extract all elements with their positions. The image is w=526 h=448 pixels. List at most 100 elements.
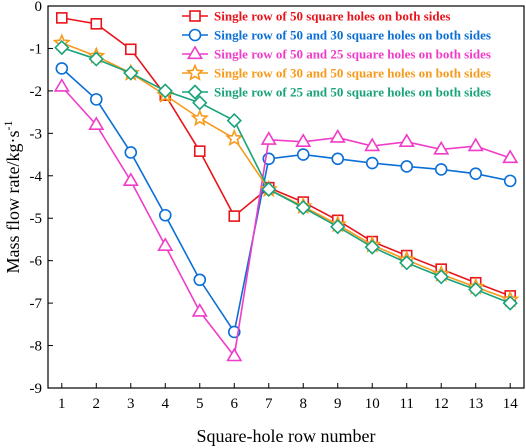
data-point-marker: [329, 128, 346, 143]
data-point-marker: [226, 347, 243, 362]
y-tick-label: 0: [35, 0, 43, 15]
data-point-marker: [190, 108, 209, 127]
x-tick-label: 11: [399, 396, 413, 412]
x-tick-label: 6: [231, 396, 239, 412]
data-point-marker: [193, 273, 207, 287]
data-point-marker: [193, 145, 206, 157]
y-tick-label: -4: [30, 169, 43, 185]
y-tick-label: -8: [30, 339, 43, 355]
legend-label: Single row of 50 and 25 square holes on …: [214, 47, 491, 62]
y-tick-label: -7: [30, 296, 43, 312]
data-point-marker: [187, 84, 203, 100]
legend-label: Single row of 50 and 30 square holes on …: [214, 28, 491, 43]
data-point-marker: [55, 62, 69, 75]
x-tick-label: 9: [334, 396, 342, 412]
data-point-marker: [54, 39, 70, 56]
data-point-marker: [433, 269, 449, 285]
data-point-marker: [330, 219, 346, 235]
data-point-marker: [53, 78, 70, 92]
data-point-marker: [295, 133, 312, 147]
x-tick-label: 12: [434, 396, 449, 412]
series-2: [55, 62, 517, 339]
data-point-marker: [157, 237, 174, 251]
data-point-marker: [433, 140, 450, 155]
series-3: [53, 78, 519, 362]
data-point-marker: [158, 208, 172, 222]
x-tick-label: 5: [196, 396, 204, 412]
y-axis-title: Mass flow rate/kg·s-1: [1, 121, 23, 274]
data-point-marker: [225, 128, 244, 147]
legend-item: Single row of 25 and 50 square holes on …: [182, 84, 491, 100]
y-tick-label: -2: [30, 84, 43, 100]
data-point-marker: [124, 43, 137, 56]
data-point-marker: [399, 255, 415, 271]
plot-frame: [47, 5, 525, 389]
y-tick-label: -6: [30, 254, 43, 270]
data-point-marker: [364, 239, 380, 255]
series-line: [61, 86, 511, 359]
data-point-marker: [364, 137, 381, 152]
data-point-marker: [123, 65, 139, 81]
x-tick-label: 13: [468, 396, 483, 412]
data-point-marker: [503, 174, 517, 188]
x-tick-label: 2: [93, 396, 101, 412]
data-point-marker: [502, 149, 519, 164]
data-point-marker: [192, 95, 208, 111]
x-axis-title: Square-hole row number: [197, 426, 376, 446]
series-layer: [52, 12, 520, 362]
x-tick-label: 4: [162, 396, 170, 412]
data-point-marker: [261, 181, 277, 197]
x-tick-label: 1: [58, 396, 66, 412]
legend-label: Single row of 25 and 50 square holes on …: [214, 85, 491, 100]
data-point-marker: [228, 210, 241, 222]
series-line: [61, 46, 511, 304]
legend: Single row of 50 square holes on both si…: [182, 9, 491, 100]
data-point-marker: [469, 167, 483, 180]
data-point-marker: [189, 10, 201, 22]
data-point-marker: [191, 303, 208, 317]
legend-item: Single row of 30 and 50 square holes on …: [182, 63, 491, 81]
data-point-marker: [186, 45, 204, 60]
data-point-marker: [400, 160, 414, 173]
legend-label: Single row of 50 square holes on both si…: [214, 9, 450, 24]
legend-item: Single row of 50 and 25 square holes on …: [182, 45, 491, 62]
data-point-marker: [122, 172, 139, 187]
y-tick-label: -3: [30, 126, 43, 142]
data-point-marker: [124, 146, 138, 159]
y-axis-title-sup: -1: [1, 121, 15, 131]
data-point-marker: [502, 295, 518, 311]
x-tick-label: 8: [299, 396, 307, 412]
legend-label: Single row of 30 and 50 square holes on …: [214, 66, 491, 81]
data-point-marker: [90, 18, 103, 30]
y-tick-label: -1: [30, 41, 43, 57]
x-tick-label: 10: [365, 396, 380, 412]
data-point-marker: [226, 112, 242, 129]
x-tick-label: 3: [127, 396, 135, 412]
data-point-marker: [88, 116, 105, 130]
data-point-marker: [467, 137, 484, 152]
data-point-marker: [55, 12, 68, 24]
data-point-marker: [188, 28, 202, 42]
data-point-marker: [89, 93, 103, 106]
y-tick-label: -5: [30, 211, 43, 227]
x-tick-label: 14: [503, 396, 519, 412]
y-axis-title-main: Mass flow rate/kg·s: [3, 131, 23, 274]
legend-item: Single row of 50 square holes on both si…: [182, 9, 450, 24]
data-point-marker: [365, 156, 379, 170]
x-tick-label: 7: [265, 396, 273, 412]
data-point-marker: [157, 83, 173, 99]
legend-item: Single row of 50 and 30 square holes on …: [182, 28, 491, 43]
series-line: [61, 67, 511, 335]
data-point-marker: [398, 133, 415, 147]
data-point-marker: [185, 63, 205, 81]
axes: 1 2 3 4 5 6 7 8 9 10 11 12 13 140-1-2-3-4-5-6-7-8-9: [30, 0, 525, 412]
y-tick-label: -9: [30, 381, 43, 397]
data-point-marker: [331, 152, 345, 166]
data-point-marker: [295, 199, 311, 216]
data-point-marker: [296, 148, 310, 161]
data-point-marker: [260, 131, 277, 145]
series-5: [54, 39, 518, 311]
data-point-marker: [468, 281, 484, 298]
data-point-marker: [434, 163, 448, 176]
